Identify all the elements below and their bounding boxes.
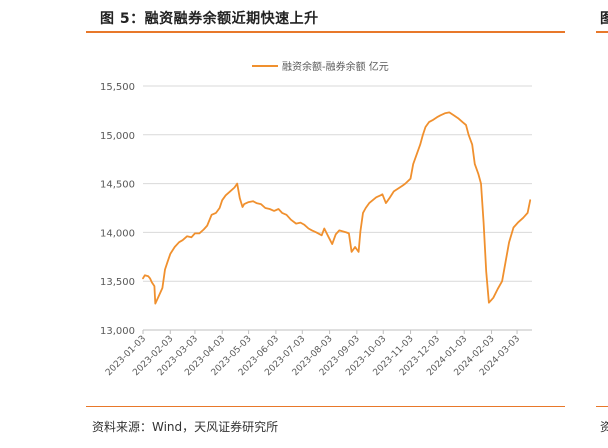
y-axis: 13,000 13,500 14,000 14,500 15,000 15,500 (100, 82, 135, 337)
y-tick-label: 14,500 (100, 180, 135, 191)
series-line (142, 111, 532, 305)
next-panel-source-fragment: 资 (600, 420, 608, 434)
source-rule (86, 406, 565, 407)
legend-label: 融资余额-融券余额 亿元 (282, 60, 389, 73)
figure-source: 资料来源：Wind，天风证券研究所 (92, 420, 279, 434)
next-panel-source-rule (596, 406, 608, 407)
y-tick-label: 13,500 (100, 277, 135, 288)
next-panel-title-rule (596, 31, 608, 33)
x-axis: 2023-01-032023-02-032023-03-032023-04-03… (104, 329, 532, 378)
y-tick-label: 14,000 (100, 228, 135, 239)
gridlines (143, 85, 532, 331)
legend: 融资余额-融券余额 亿元 (252, 60, 389, 73)
title-rule (86, 31, 565, 33)
y-tick-label: 15,500 (100, 82, 135, 93)
next-panel-title-fragment: 图 (600, 11, 608, 27)
y-tick-label: 15,000 (100, 131, 135, 142)
figure-title: 图 5：融资融券余额近期快速上升 (100, 11, 319, 27)
y-tick-label: 13,000 (100, 326, 135, 337)
series-group (142, 111, 532, 305)
